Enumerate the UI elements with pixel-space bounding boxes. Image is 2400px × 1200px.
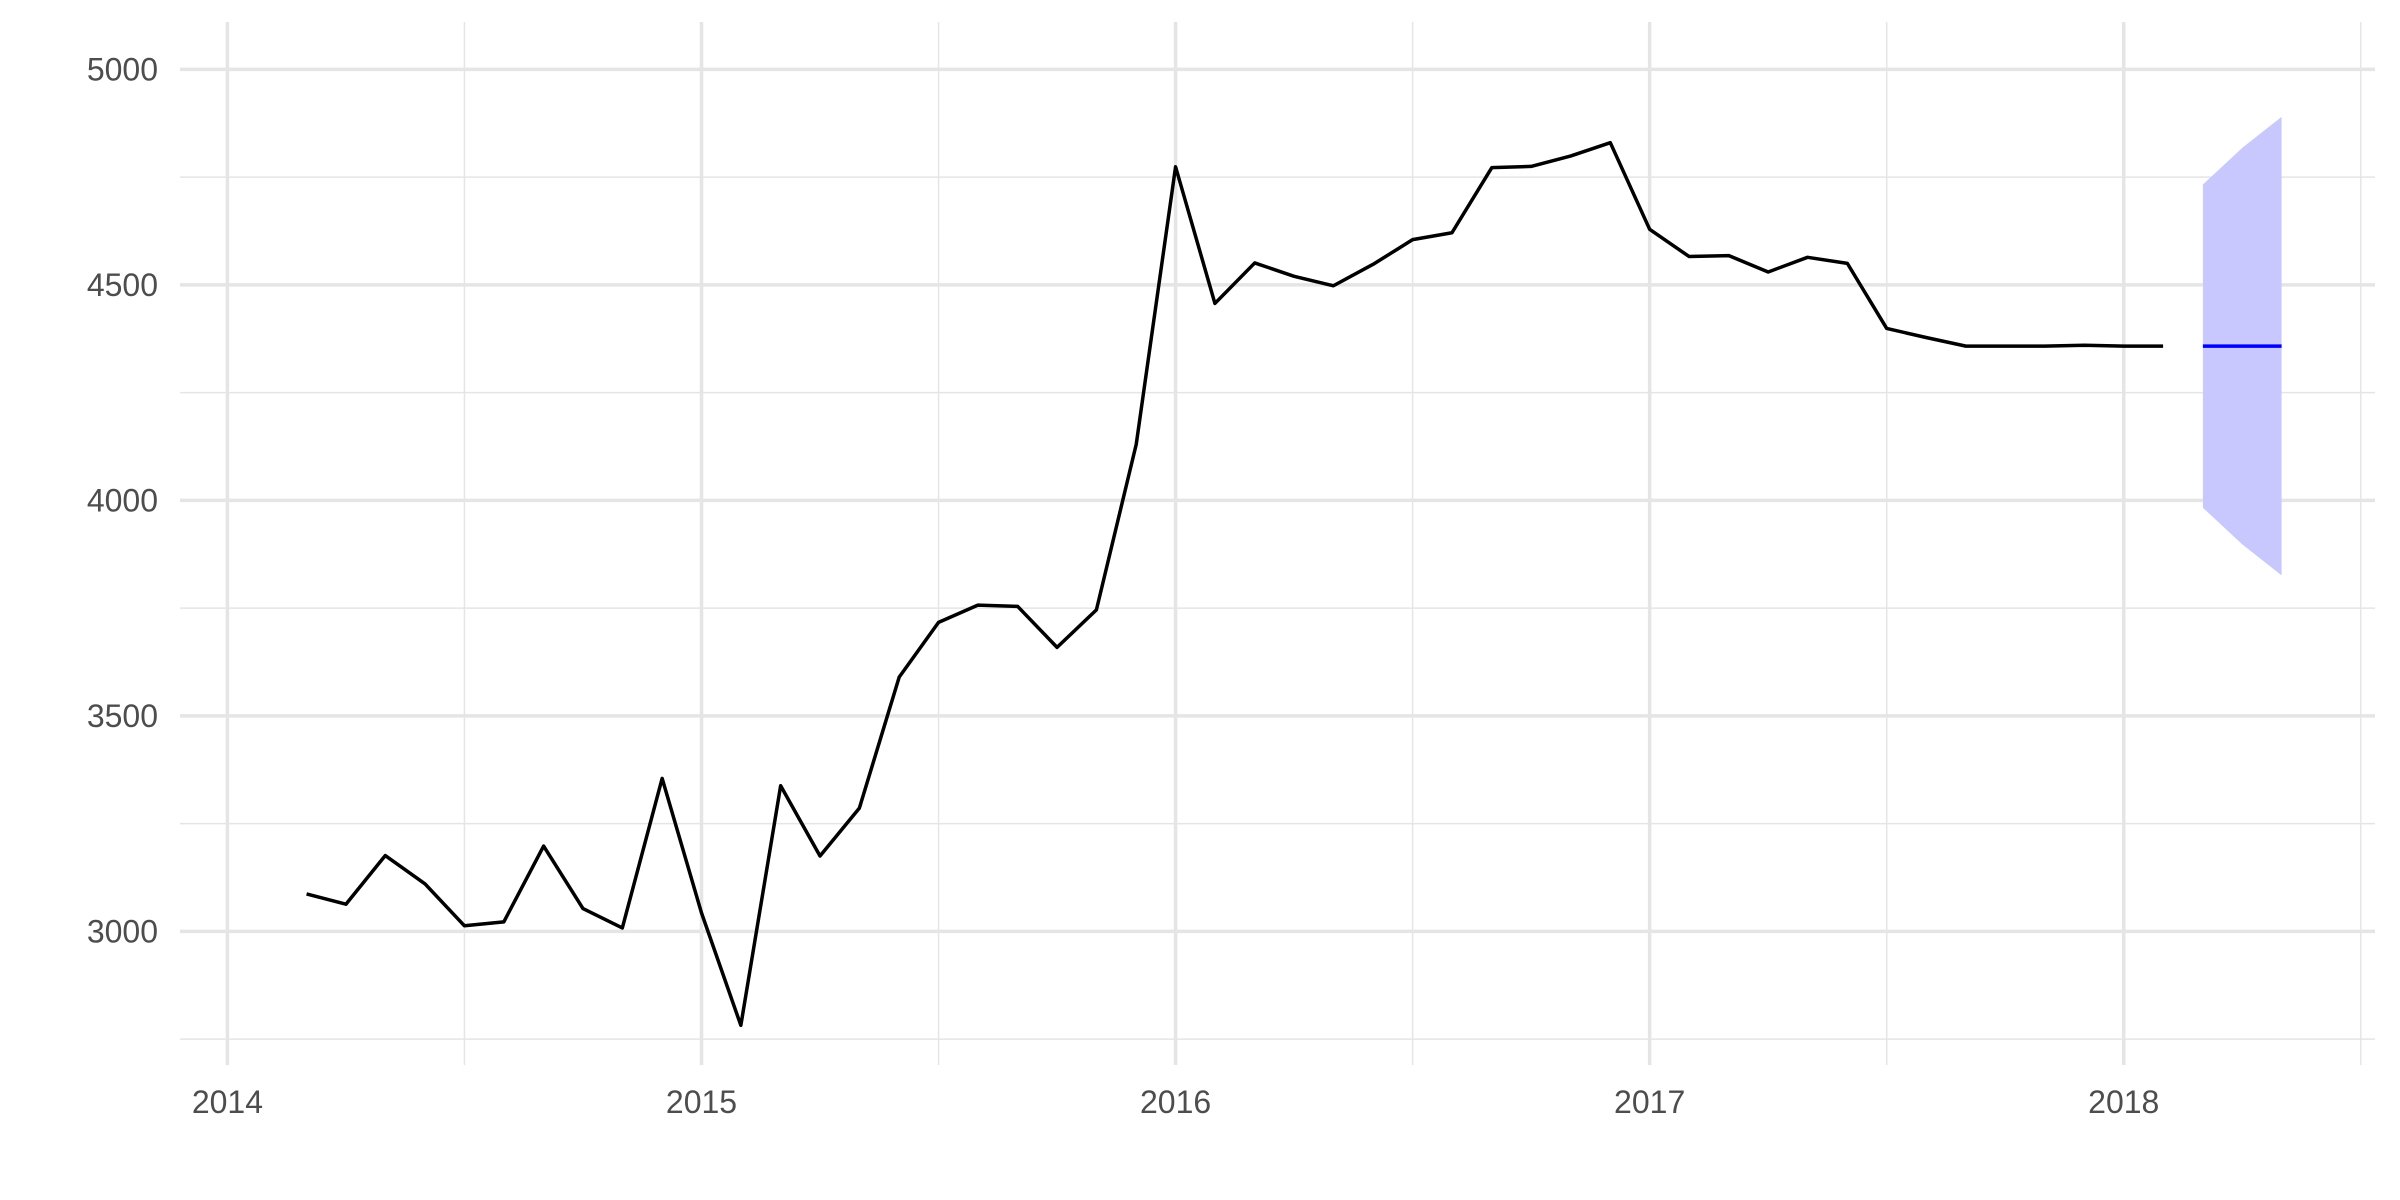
minor-gridlines	[180, 22, 2375, 1065]
y-tick-label: 4500	[87, 267, 158, 303]
major-gridlines	[180, 22, 2375, 1065]
y-tick-label: 5000	[87, 51, 158, 87]
x-tick-label: 2014	[192, 1084, 263, 1120]
x-tick-label: 2017	[1614, 1084, 1685, 1120]
x-tick-label: 2018	[2088, 1084, 2159, 1120]
y-tick-label: 3500	[87, 698, 158, 734]
y-tick-label: 4000	[87, 482, 158, 518]
x-tick-label: 2016	[1140, 1084, 1211, 1120]
x-axis-tick-labels: 2014 2015 2016 2017 2018	[192, 1084, 2160, 1120]
series-layer	[306, 140, 2164, 1028]
history-series-line	[306, 140, 2164, 1028]
x-tick-label: 2015	[666, 1084, 737, 1120]
y-axis-tick-labels: 3000 3500 4000 4500 5000	[87, 51, 158, 949]
y-tick-label: 3000	[87, 913, 158, 949]
